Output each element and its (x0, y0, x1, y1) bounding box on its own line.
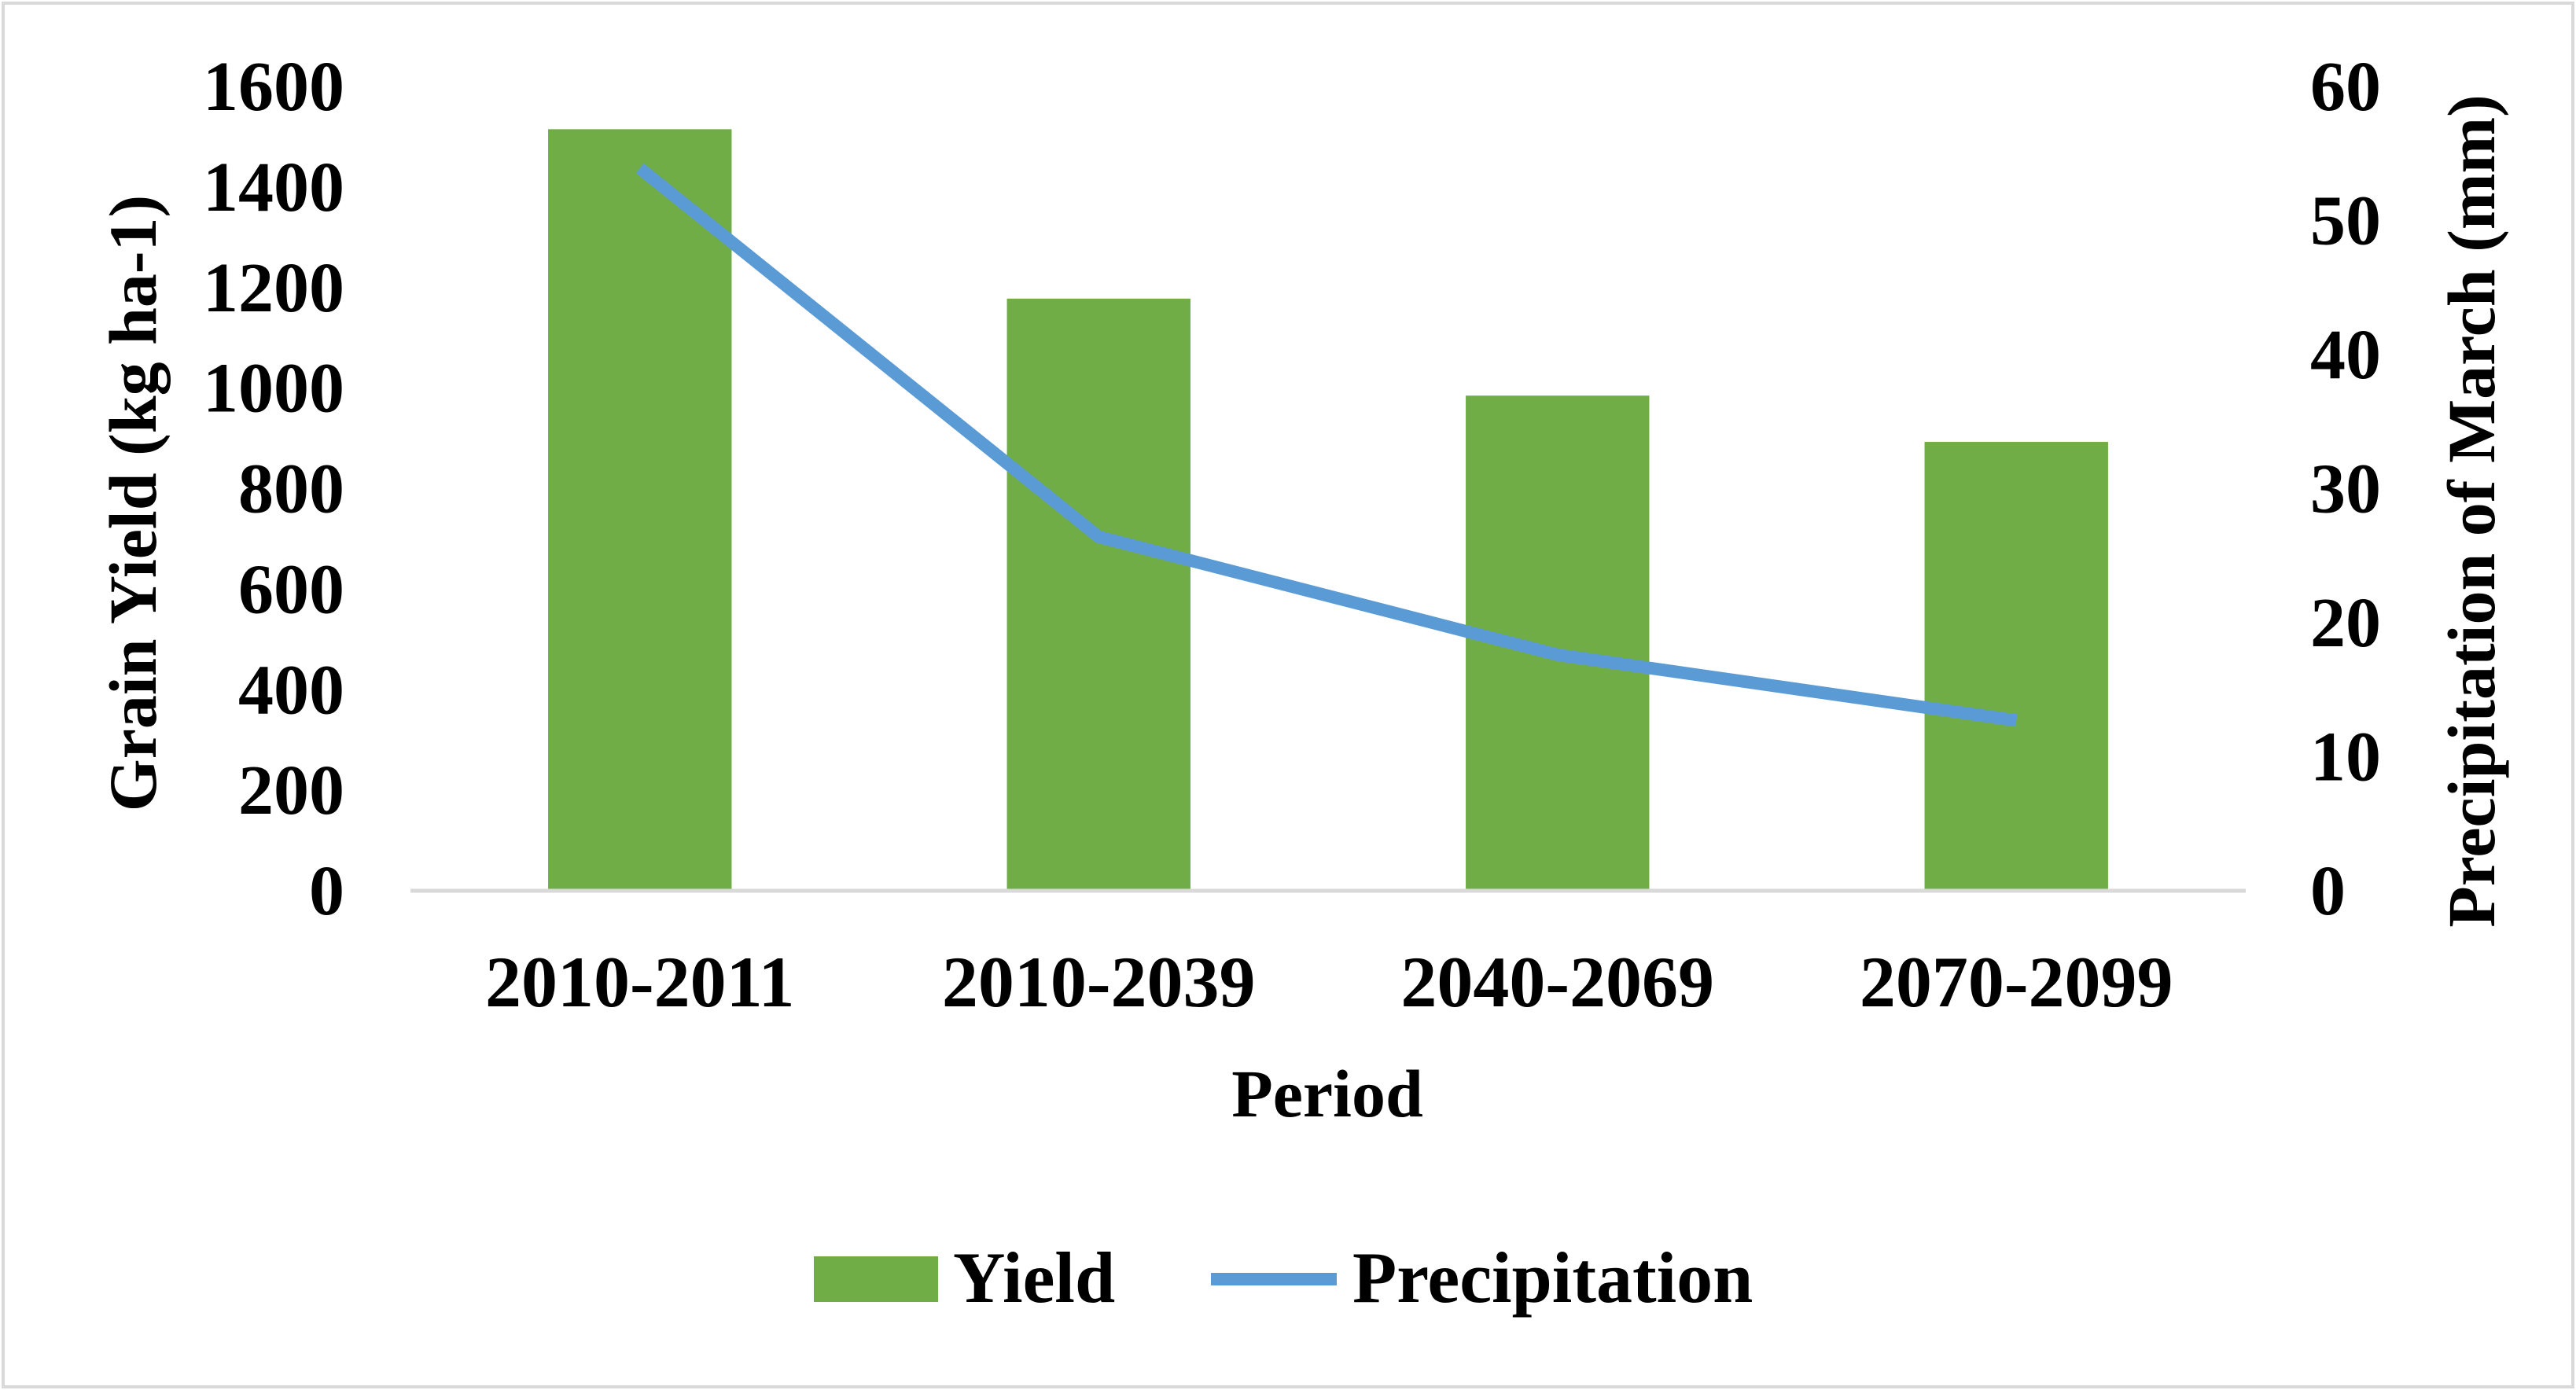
yield-bar (1006, 298, 1190, 891)
y-right-tick-label: 60 (2310, 48, 2381, 126)
right-axis-ticks: 0 10 20 30 40 50 60 (2310, 48, 2381, 930)
yield-bar (548, 129, 732, 892)
legend-yield-swatch (814, 1256, 938, 1302)
x-tick-label: 2010-2011 (485, 942, 795, 1022)
y-tick-label: 1200 (203, 249, 344, 327)
precipitation-line (635, 163, 2018, 727)
legend-yield-label: Yield (953, 1237, 1115, 1318)
y-right-tick-label: 30 (2310, 450, 2381, 528)
y-right-tick-label: 10 (2310, 719, 2381, 796)
precipitation-series-line (635, 163, 2018, 727)
y-tick-label: 800 (238, 450, 344, 528)
legend: Yield Precipitation (814, 1237, 1753, 1318)
x-axis-title: Period (1231, 1056, 1423, 1131)
left-axis-ticks: 0 200 400 600 800 1000 1200 1400 1600 (203, 48, 344, 930)
y-tick-label: 1600 (203, 48, 344, 126)
precipitation-point (2015, 719, 2017, 721)
y-right-tick-label: 50 (2310, 182, 2381, 260)
y-right-tick-label: 0 (2310, 852, 2346, 930)
y-axis-title: Grain Yield (kg ha-1) (95, 195, 171, 811)
y-tick-label: 600 (238, 550, 344, 628)
y-tick-label: 0 (309, 852, 344, 930)
x-tick-label: 2010-2039 (942, 942, 1256, 1022)
y-axis-right-title: Precipitation of March (mm) (2434, 94, 2509, 928)
precipitation-point (1557, 654, 1558, 656)
x-tick-label: 2040-2069 (1400, 942, 1714, 1022)
y-tick-label: 400 (238, 651, 344, 729)
legend-precipitation-label: Precipitation (1352, 1237, 1753, 1318)
precipitation-point (639, 167, 641, 169)
precipitation-point (1098, 536, 1099, 538)
yield-bars (548, 129, 2108, 892)
y-right-tick-label: 40 (2310, 316, 2381, 394)
y-tick-label: 200 (238, 752, 344, 829)
y-tick-label: 1000 (203, 350, 344, 428)
y-tick-label: 1400 (203, 149, 344, 226)
x-axis-ticks: 2010-2011 2010-2039 2040-2069 2070-2099 (485, 942, 2173, 1022)
x-tick-label: 2070-2099 (1860, 942, 2173, 1022)
yield-bar (1924, 442, 2108, 891)
y-right-tick-label: 20 (2310, 584, 2381, 662)
